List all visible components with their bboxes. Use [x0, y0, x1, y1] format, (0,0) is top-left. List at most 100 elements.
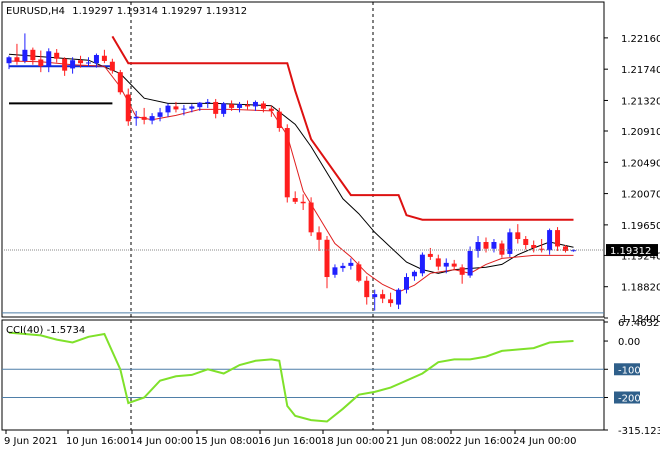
price-tick-label: 1.22160 — [621, 34, 660, 45]
candle-body — [443, 262, 449, 267]
price-tick-label: 1.21320 — [621, 96, 660, 107]
candle-body — [427, 253, 433, 257]
time-tick-label: 16 Jun 16:00 — [258, 436, 322, 447]
candle-body — [499, 243, 505, 255]
candle-body — [93, 55, 99, 64]
candle-body — [22, 49, 28, 61]
candle-body — [189, 106, 195, 109]
price-tick-label: 1.20070 — [621, 190, 660, 201]
cci-tick-label: -315.1238 — [618, 426, 660, 437]
candle-body — [181, 108, 187, 110]
candle-body — [459, 267, 465, 275]
price-tick-label: 1.18400 — [621, 314, 660, 325]
cci-line — [8, 331, 574, 423]
candle-body — [38, 59, 44, 67]
candle-body — [570, 250, 576, 252]
price-panel[interactable] — [1, 1, 605, 318]
candle-body — [364, 280, 370, 298]
candle-body — [54, 52, 60, 59]
candle-body — [213, 101, 219, 114]
candle-body — [125, 94, 131, 122]
cci-tick-label: 0.00 — [618, 337, 640, 348]
candle-body — [563, 246, 568, 251]
cci-tick-label: -200 — [618, 394, 641, 405]
candle-body — [372, 294, 378, 298]
candle-body — [86, 62, 91, 64]
candlesticks — [6, 33, 576, 311]
candle-body — [451, 263, 457, 267]
candle-body — [523, 239, 529, 245]
candle-body — [292, 198, 298, 202]
cci-tick-label: -100 — [618, 365, 641, 376]
cci-axis: 67.4632 0.00 -100 -200 -315.1238 — [604, 318, 660, 437]
candle-body — [483, 242, 489, 249]
upper-channel-line — [111, 35, 574, 221]
candle-body — [276, 111, 282, 129]
candle-body — [149, 116, 155, 121]
indicator-overlays — [8, 35, 574, 293]
candle-body — [221, 103, 227, 114]
candle-body — [547, 230, 553, 251]
time-tick-label: 10 Jun 16:00 — [66, 436, 130, 447]
candle-body — [284, 128, 290, 198]
time-tick-label: 22 Jun 16:00 — [449, 436, 513, 447]
candle-body — [268, 108, 274, 111]
price-tick-label: 1.21740 — [621, 65, 660, 76]
candle-body — [252, 101, 258, 107]
candle-body — [419, 254, 425, 274]
candle-body — [165, 105, 171, 113]
day-separators — [130, 2, 374, 430]
candle-body — [316, 232, 322, 240]
candle-body — [507, 232, 513, 254]
candle-body — [396, 289, 402, 305]
candle-body — [237, 104, 243, 108]
candle-body — [109, 61, 115, 71]
cci-panel[interactable] — [1, 319, 605, 431]
current-price-tag: 1.19312 — [606, 244, 658, 257]
candle-body — [245, 104, 250, 107]
time-tick-label: 14 Jun 00:00 — [130, 436, 194, 447]
symbol-timeframe: EURUSD,H4 — [6, 6, 65, 17]
candle-body — [14, 57, 20, 62]
current-price-label: 1.19312 — [610, 246, 651, 257]
candle-body — [117, 72, 123, 93]
candle-body — [435, 258, 441, 267]
cci-level-tag — [614, 391, 640, 404]
candle-body — [46, 51, 52, 67]
candle-body — [340, 265, 346, 269]
fast-ma-line — [8, 60, 574, 293]
candle-body — [555, 230, 561, 247]
candle-body — [388, 299, 394, 304]
candle-body — [348, 262, 354, 266]
candle-body — [70, 60, 76, 69]
price-tick-label: 1.19650 — [621, 221, 660, 232]
cci-series — [8, 331, 574, 423]
candle-body — [515, 232, 521, 240]
time-tick-label: 24 Jun 00:00 — [513, 436, 577, 447]
candle-body — [531, 244, 537, 248]
cci-label: CCI(40) -1.5734 — [6, 325, 85, 336]
candle-body — [404, 277, 409, 290]
time-axis: 9 Jun 2021 10 Jun 16:00 14 Jun 00:00 15 Jun… — [4, 430, 577, 447]
candle-body — [6, 57, 12, 64]
candle-body — [229, 104, 235, 108]
candle-body — [101, 55, 107, 61]
candle-body — [539, 248, 545, 250]
candle-body — [30, 49, 36, 61]
candle-body — [173, 106, 179, 110]
candle-body — [467, 250, 473, 276]
candle-body — [197, 102, 203, 108]
price-tick-label: 1.18820 — [621, 283, 660, 294]
time-tick-label: 9 Jun 2021 — [4, 436, 58, 447]
candle-body — [411, 271, 417, 277]
slow-ma-line — [8, 53, 574, 274]
time-tick-label: 21 Jun 08:00 — [386, 436, 450, 447]
candle-body — [475, 242, 481, 251]
candle-body — [205, 101, 211, 103]
candle-body — [308, 202, 314, 233]
candle-body — [141, 116, 147, 120]
price-axis: 1.22160 1.21740 1.21320 1.20910 1.20490 1.200… — [604, 34, 660, 325]
time-tick-label: 15 Jun 08:00 — [195, 436, 259, 447]
symbol-label: EURUSD,H4 1.19297 1.19314 1.19297 1.1931… — [6, 6, 247, 17]
